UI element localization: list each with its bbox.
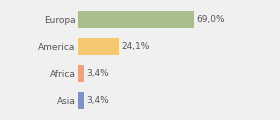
Bar — [78, 65, 84, 82]
Bar — [78, 11, 194, 28]
Bar — [78, 38, 119, 55]
Text: 3,4%: 3,4% — [86, 96, 109, 105]
Text: 3,4%: 3,4% — [86, 69, 109, 78]
Bar — [78, 92, 84, 109]
Text: 69,0%: 69,0% — [196, 15, 225, 24]
Text: 24,1%: 24,1% — [121, 42, 149, 51]
